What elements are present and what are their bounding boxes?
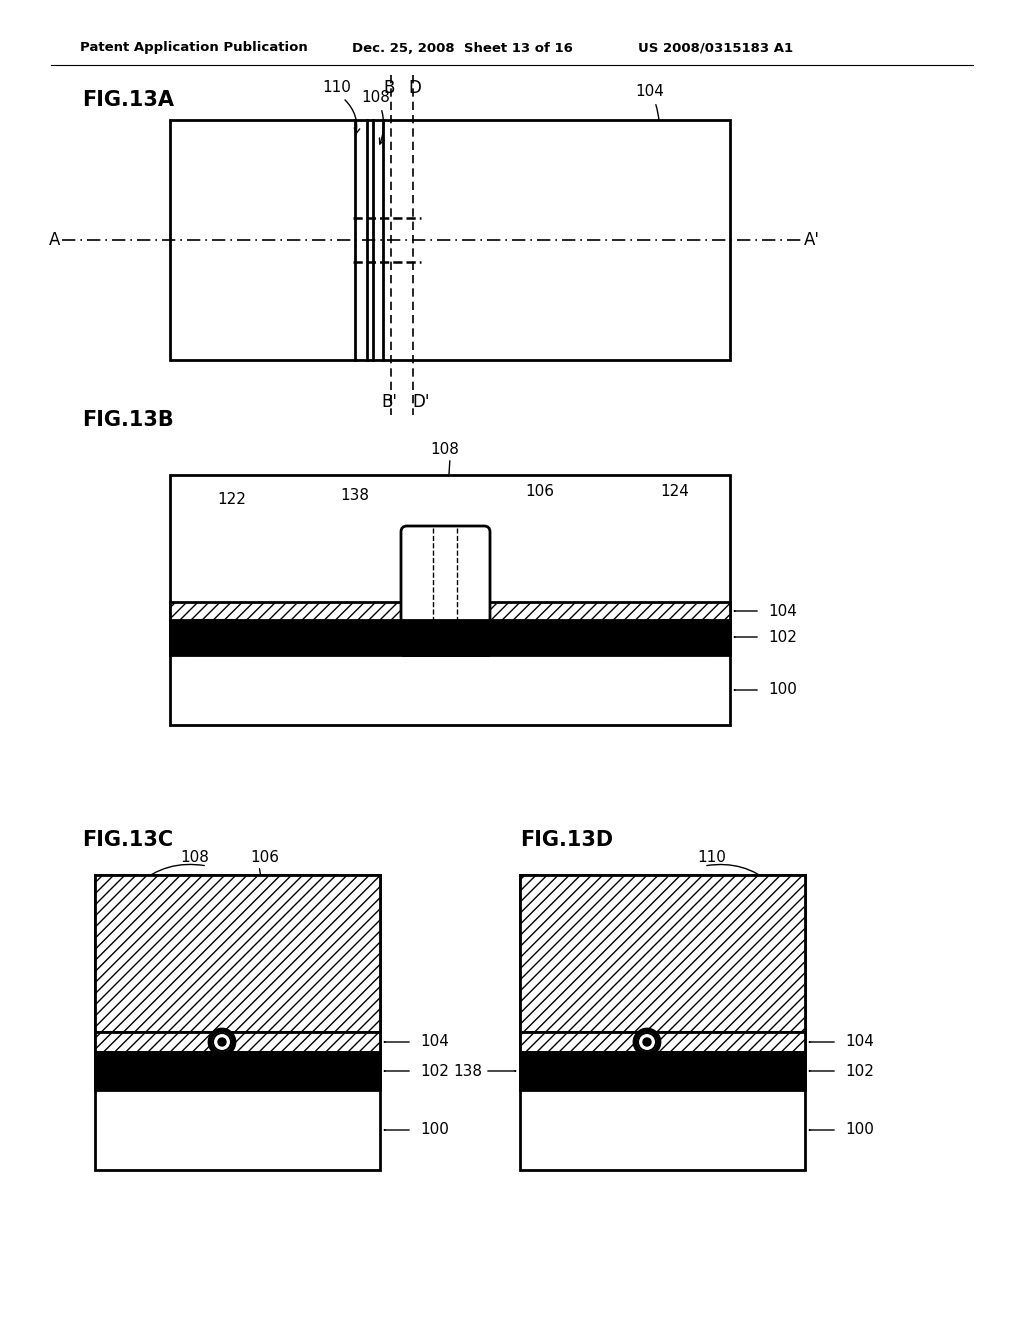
FancyArrowPatch shape [707, 865, 772, 884]
Text: 100: 100 [845, 1122, 873, 1138]
FancyArrowPatch shape [138, 865, 204, 884]
Text: 104: 104 [768, 603, 797, 619]
Circle shape [634, 1030, 660, 1055]
FancyArrowPatch shape [633, 504, 675, 587]
FancyArrowPatch shape [373, 504, 411, 624]
Bar [520, 875, 805, 1032]
Text: Patent Application Publication: Patent Application Publication [80, 41, 308, 54]
Bar [170, 602, 730, 620]
Circle shape [213, 1034, 231, 1051]
Text: 104: 104 [420, 1035, 449, 1049]
Text: B: B [383, 79, 394, 96]
Bar [403, 620, 488, 655]
Text: 102: 102 [420, 1064, 449, 1078]
FancyBboxPatch shape [401, 525, 490, 624]
Text: 124: 124 [660, 484, 689, 499]
Text: A': A' [804, 231, 820, 249]
Text: 110: 110 [697, 850, 726, 866]
Bar [170, 620, 730, 655]
Text: 122: 122 [217, 492, 247, 507]
Text: 106: 106 [251, 850, 280, 866]
FancyArrowPatch shape [232, 512, 267, 587]
Text: 138: 138 [454, 1064, 482, 1078]
Text: 110: 110 [323, 81, 351, 95]
Text: 104: 104 [636, 84, 665, 99]
Text: D: D [409, 79, 422, 96]
FancyArrowPatch shape [244, 869, 264, 1020]
Text: 138: 138 [341, 487, 370, 503]
Circle shape [638, 1034, 656, 1051]
Bar [193, 620, 237, 655]
Text: 108: 108 [430, 442, 460, 458]
Bar [520, 1052, 805, 1090]
Text: 108: 108 [361, 91, 390, 106]
Text: 100: 100 [768, 682, 797, 697]
Text: B': B' [381, 393, 397, 411]
Text: FIG.13C: FIG.13C [82, 830, 173, 850]
FancyArrowPatch shape [445, 461, 450, 533]
Bar [95, 1032, 380, 1052]
FancyArrowPatch shape [494, 503, 527, 607]
Bar [95, 875, 380, 1170]
FancyArrowPatch shape [643, 104, 659, 166]
Bar [95, 875, 380, 1032]
Circle shape [209, 1030, 234, 1055]
Bar [170, 475, 730, 725]
Text: 102: 102 [845, 1064, 873, 1078]
Text: FIG.13D: FIG.13D [520, 830, 613, 850]
Text: 100: 100 [420, 1122, 449, 1138]
Text: 102: 102 [768, 630, 797, 644]
Text: FIG.13A: FIG.13A [82, 90, 174, 110]
Circle shape [218, 1038, 226, 1045]
Bar [520, 1032, 805, 1052]
Bar [95, 1052, 380, 1090]
Text: 104: 104 [845, 1035, 873, 1049]
Bar [170, 120, 730, 360]
Text: 108: 108 [180, 850, 210, 866]
Text: 106: 106 [525, 484, 555, 499]
Circle shape [643, 1038, 651, 1045]
Bar [520, 875, 805, 1170]
Text: FIG.13B: FIG.13B [82, 411, 174, 430]
Bar [403, 620, 488, 655]
Text: US 2008/0315183 A1: US 2008/0315183 A1 [638, 41, 794, 54]
Bar [663, 620, 708, 655]
Text: D': D' [413, 393, 430, 411]
Text: A: A [49, 231, 60, 249]
Bar [407, 532, 484, 601]
Text: Dec. 25, 2008  Sheet 13 of 16: Dec. 25, 2008 Sheet 13 of 16 [352, 41, 572, 54]
